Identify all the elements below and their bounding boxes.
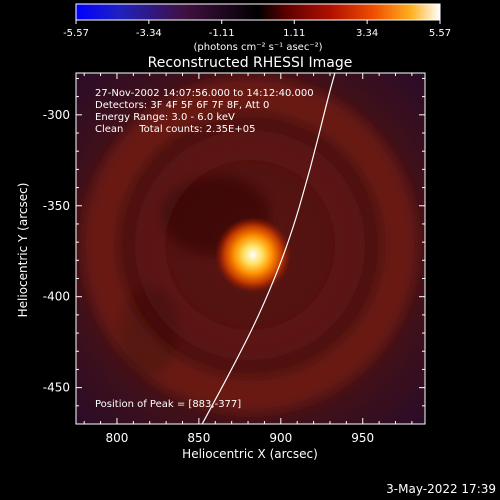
colorbar-tick-label: 5.57 bbox=[429, 28, 451, 39]
colorbar-tick-label: -3.34 bbox=[136, 28, 162, 39]
y-tick-label: -450 bbox=[43, 381, 70, 395]
colorbar-tick-label: 3.34 bbox=[356, 28, 378, 39]
y-tick-label: -350 bbox=[43, 199, 70, 213]
footer-date: 3-May-2022 17:39 bbox=[386, 482, 496, 496]
colorbar-gradient bbox=[75, 3, 441, 21]
peak-position-label: Position of Peak = [883,-377] bbox=[95, 399, 241, 410]
colorbar-tick-label: -1.11 bbox=[209, 28, 235, 39]
info-overlay: 27-Nov-2002 14:07:56.000 to 14:12:40.000… bbox=[95, 88, 314, 410]
colorbar-ticks: -5.57 -3.34 -1.11 1.11 3.34 5.57 bbox=[63, 20, 451, 39]
x-tick-label: 900 bbox=[269, 431, 292, 445]
image-plot-area bbox=[76, 73, 425, 424]
info-time-range: 27-Nov-2002 14:07:56.000 to 14:12:40.000 bbox=[95, 88, 314, 99]
colorbar-tick-label: 1.11 bbox=[283, 28, 305, 39]
x-tick-label: 800 bbox=[106, 431, 129, 445]
colorbar: -5.57 -3.34 -1.11 1.11 3.34 5.57 (photons cm⁻… bbox=[63, 3, 451, 53]
y-tick-label: -300 bbox=[43, 108, 70, 122]
info-energy-range: Energy Range: 3.0 - 6.0 keV bbox=[95, 112, 235, 123]
colorbar-tick-label: -5.57 bbox=[63, 28, 89, 39]
solar-limb-line bbox=[201, 73, 336, 424]
plot-frame bbox=[75, 72, 426, 425]
x-axis-label: Heliocentric X (arcsec) bbox=[182, 447, 318, 461]
y-axis: -300 -350 -400 -450 bbox=[43, 77, 425, 407]
info-detectors: Detectors: 3F 4F 5F 6F 7F 8F, Att 0 bbox=[95, 100, 269, 111]
x-tick-label: 850 bbox=[187, 431, 210, 445]
chart-title: Reconstructed RHESSI Image bbox=[148, 55, 353, 71]
y-tick-label: -400 bbox=[43, 290, 70, 304]
peak-source bbox=[214, 216, 291, 293]
x-axis: 800 850 900 950 bbox=[83, 73, 413, 445]
colorbar-units-label: (photons cm⁻² s⁻¹ asec⁻²) bbox=[193, 42, 322, 53]
x-tick-label: 950 bbox=[351, 431, 374, 445]
y-axis-label: Heliocentric Y (arcsec) bbox=[16, 183, 30, 318]
info-clean-counts: Clean Total counts: 2.35E+05 bbox=[95, 124, 255, 135]
